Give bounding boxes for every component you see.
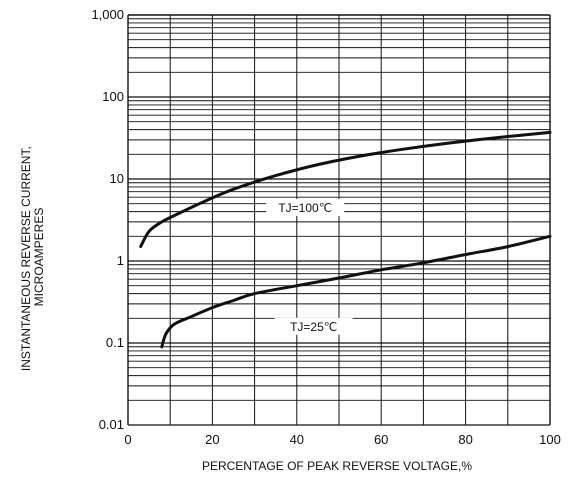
x-tick-label: 20 [205, 432, 219, 447]
y-axis-label-line-1: INSTANTANEOUS REVERSE CURRENT, [19, 146, 33, 371]
y-axis-label-line-2: MICROAMPERES [32, 208, 46, 307]
series-labels: TJ=100℃ TJ=25℃ [266, 198, 353, 335]
series-curve-2 [160, 234, 552, 349]
series-label-background [266, 198, 345, 216]
grid-lines [127, 14, 551, 426]
x-tick-label: 40 [290, 432, 304, 447]
series-curves [139, 130, 552, 349]
y-tick-label: 0.01 [99, 417, 124, 432]
x-tick-label: 60 [374, 432, 388, 447]
y-tick-label: 10 [110, 171, 124, 186]
series-label-background [274, 317, 353, 335]
x-tick-label: 100 [539, 432, 561, 447]
y-tick-label: 1,000 [91, 7, 124, 22]
series-curve-1 [139, 130, 552, 249]
y-axis-label: INSTANTANEOUS REVERSE CURRENT, MICROAMPE… [19, 143, 46, 371]
x-axis-label: PERCENTAGE OF PEAK REVERSE VOLTAGE,% [202, 459, 472, 473]
x-tick-label: 80 [458, 432, 472, 447]
y-tick-label: 1 [117, 253, 124, 268]
y-tick-label: 100 [102, 89, 124, 104]
tick-labels: 0 20 40 60 80 100 0.01 0.1 1 10 100 1,000 [91, 7, 560, 447]
series-label-2: TJ=25℃ [290, 320, 337, 334]
y-tick-label: 0.1 [106, 335, 124, 350]
series-label-1: TJ=100℃ [278, 201, 332, 215]
x-tick-label: 0 [124, 432, 131, 447]
